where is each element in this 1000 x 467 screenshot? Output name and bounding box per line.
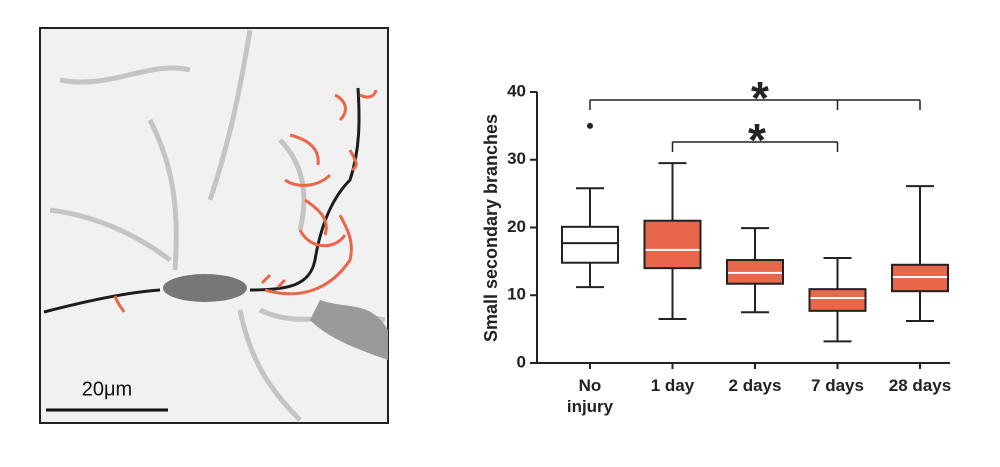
x-tick-label: 28 days (888, 376, 952, 395)
box (726, 259, 784, 285)
y-tick-label: 30 (507, 149, 526, 168)
y-tick-label: 10 (507, 285, 526, 304)
x-tick-label: 1 day (650, 376, 695, 395)
box (808, 288, 867, 312)
significance-label: * (751, 72, 769, 124)
micrograph: 20μm (39, 27, 389, 424)
significance-label: * (748, 114, 766, 166)
box (643, 219, 702, 270)
box (891, 263, 949, 293)
y-tick-label: 0 (517, 352, 526, 371)
y-tick-label: 40 (507, 81, 526, 100)
x-tick-label: 2 days (728, 376, 782, 395)
y-tick-label: 20 (507, 217, 526, 236)
x-tick-label: 7 days (811, 376, 864, 395)
x-tick-label: No injury (566, 376, 614, 416)
y-axis-label: Small secondary branches (481, 114, 501, 342)
scale-bar-label: 20μm (82, 378, 132, 400)
box (561, 225, 619, 264)
outlier (587, 122, 593, 129)
